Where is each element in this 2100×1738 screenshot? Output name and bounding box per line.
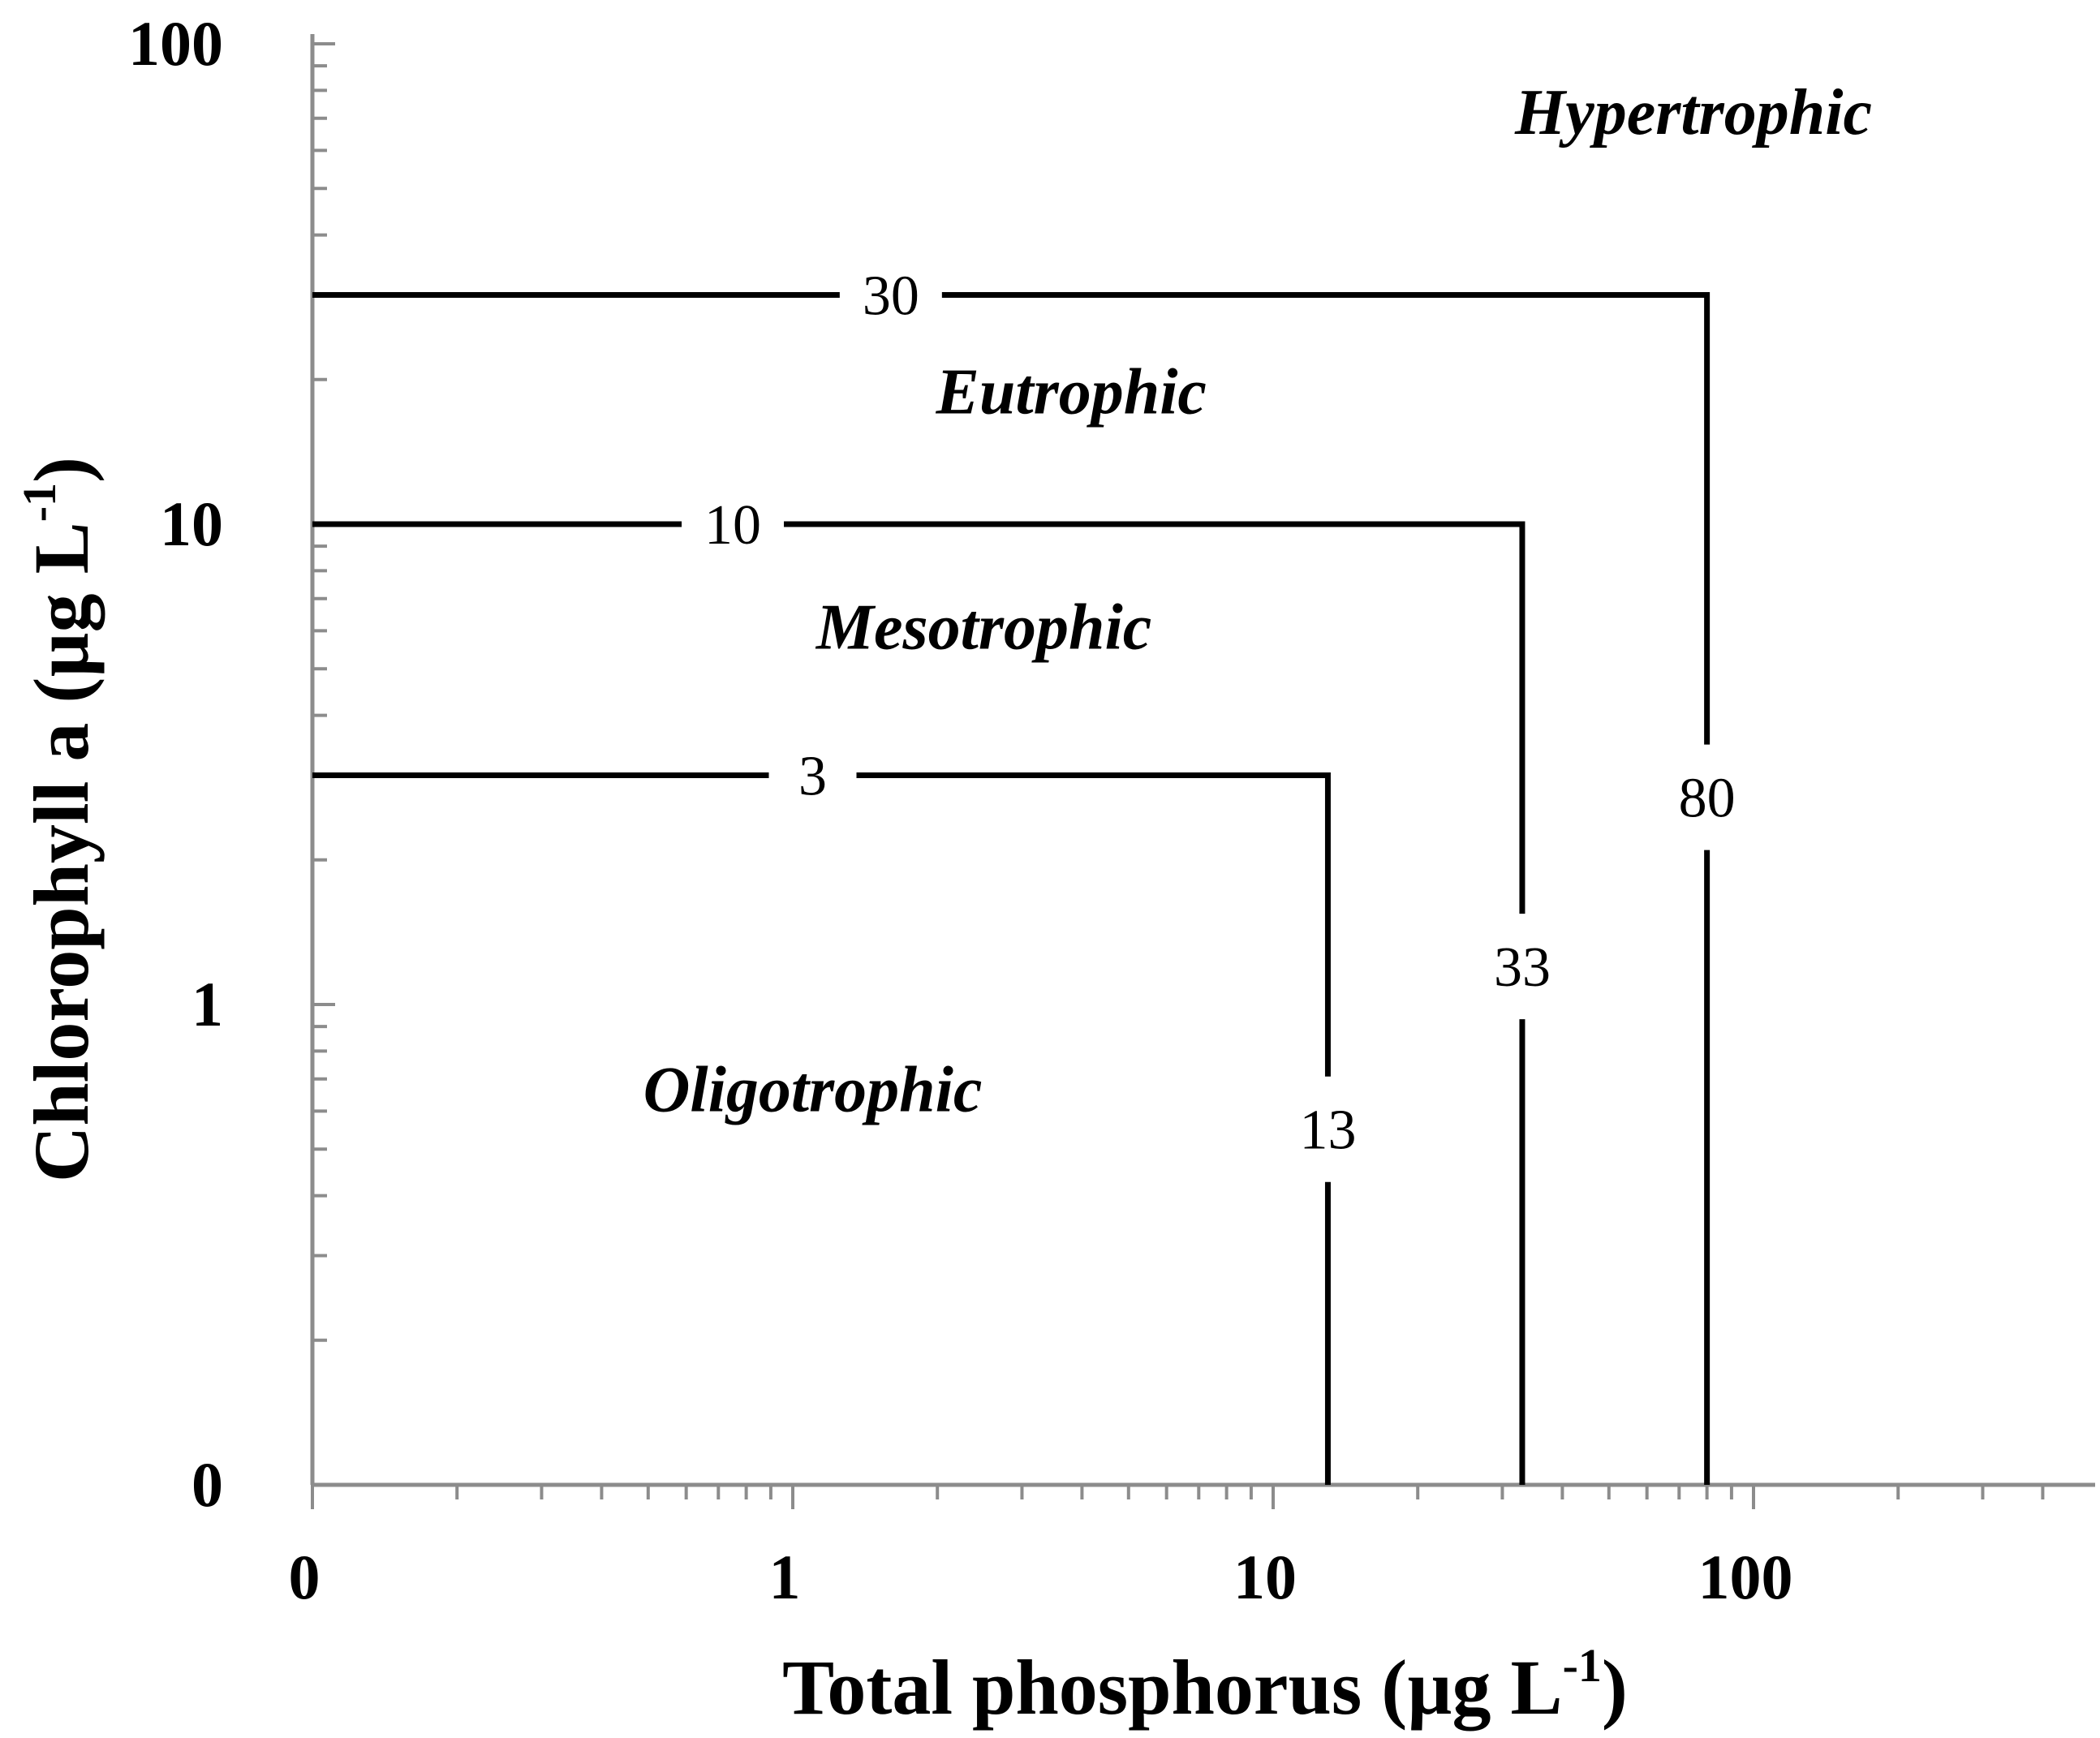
- boundary-chl-3-right: [856, 772, 1331, 1077]
- region-label-mesotrophic: Mesotrophic: [815, 592, 1151, 664]
- tp-threshold-label: 33: [1494, 936, 1551, 999]
- chart-labels: 3 13 10 33 30 80 Oligotrophic Mesotrophic Eutrop…: [643, 77, 1872, 1162]
- y-tick-label: 0: [191, 1449, 223, 1520]
- x-tick-label: 1: [769, 1542, 801, 1612]
- y-tick-label: 1: [191, 969, 223, 1039]
- region-label-eutrophic: Eutrophic: [936, 357, 1207, 428]
- y-tick-label: 100: [128, 8, 223, 79]
- chl-threshold-label: 3: [798, 746, 827, 808]
- region-label-hypertrophic: Hypertrophic: [1514, 77, 1872, 148]
- boundary-chl-10-right: [784, 521, 1526, 914]
- chl-threshold-label: 30: [863, 265, 919, 328]
- tp-threshold-label: 13: [1299, 1099, 1356, 1162]
- boundary-lines: [312, 292, 1711, 1485]
- axes: 0 1 10 100 0 1 10 100: [128, 8, 2095, 1612]
- x-tick-label: 0: [289, 1542, 321, 1612]
- region-label-oligotrophic: Oligotrophic: [643, 1054, 983, 1125]
- chl-threshold-label: 10: [704, 494, 761, 557]
- tp-threshold-label: 80: [1679, 768, 1736, 830]
- y-axis-title: Chlorophyll a (µg L-1): [13, 457, 105, 1182]
- boundary-chl-30-right: [941, 292, 1711, 745]
- x-axis-title: Total phosphorus (µg L-1): [782, 1639, 1628, 1731]
- y-tick-label: 10: [160, 488, 223, 559]
- x-tick-label: 10: [1233, 1542, 1297, 1612]
- x-tick-label: 100: [1698, 1542, 1793, 1612]
